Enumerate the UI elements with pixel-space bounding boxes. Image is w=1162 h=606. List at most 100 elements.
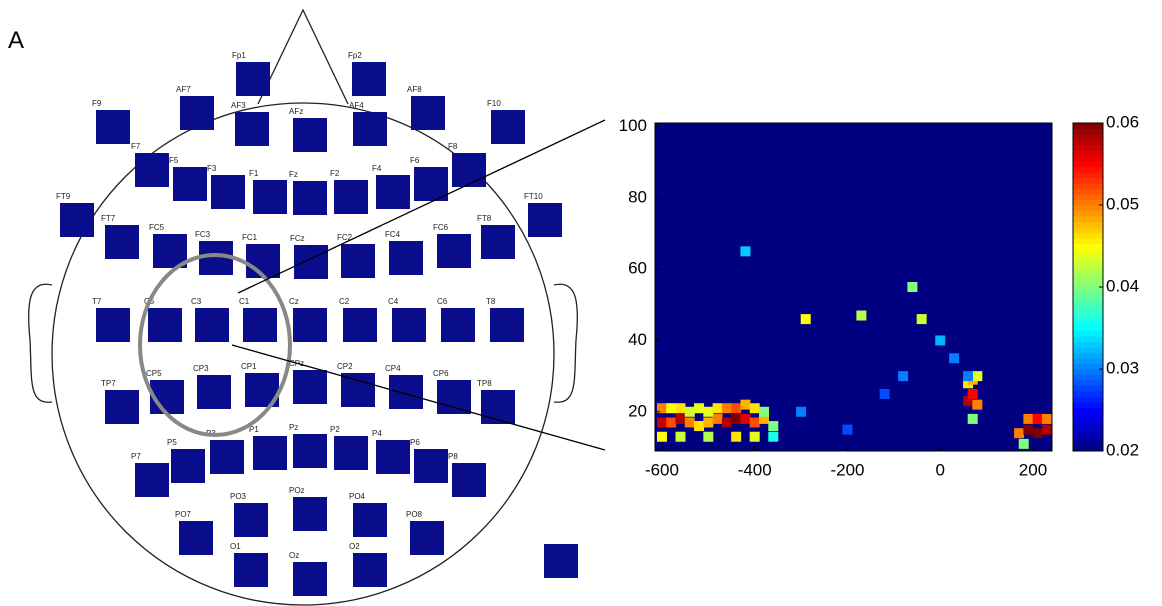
electrode-label: F7	[131, 142, 141, 151]
heatmap-cell	[703, 417, 713, 427]
electrode	[135, 463, 169, 497]
electrode	[293, 562, 327, 596]
colorbar-segment	[1073, 172, 1103, 178]
colorbar-segment	[1073, 298, 1103, 304]
colorbar-segment	[1073, 320, 1103, 326]
heatmap-cell	[722, 403, 732, 413]
y-tick-label: 40	[628, 330, 647, 349]
heatmap-cell	[796, 407, 806, 417]
colorbar-segment	[1073, 254, 1103, 260]
electrode-label: C2	[339, 297, 350, 306]
colorbar-segment	[1073, 243, 1103, 249]
electrode-label: C3	[191, 297, 202, 306]
colorbar-segment	[1073, 440, 1103, 446]
heatmap-cell	[968, 414, 978, 424]
colorbar-tick-label: 0.05	[1106, 194, 1139, 213]
electrode	[60, 203, 94, 237]
electrode-label: Fz	[289, 170, 298, 179]
electrode-label: Cz	[289, 297, 299, 306]
electrode-label: T7	[92, 297, 102, 306]
electrode	[491, 110, 525, 144]
right-ear	[554, 284, 577, 402]
colorbar-segment	[1073, 205, 1103, 211]
electrode	[293, 308, 327, 342]
electrode-label: F6	[410, 156, 420, 165]
electrode-label: C4	[388, 297, 399, 306]
heatmap-cell	[898, 371, 908, 381]
electrode	[179, 521, 213, 555]
colorbar-segment	[1073, 123, 1103, 129]
electrode-label: Fp1	[232, 51, 246, 60]
heatmap-cell	[731, 414, 741, 424]
figure: A Fp1Fp2F9AF7AF3AFzAF4AF8F10F7F5F3F1FzF2…	[0, 0, 1162, 606]
x-tick-label: -600	[645, 460, 679, 479]
heatmap-cell	[768, 421, 778, 431]
electrode-label: PO7	[175, 510, 192, 519]
heatmap-cell	[768, 432, 778, 442]
colorbar-segment	[1073, 314, 1103, 320]
heatmap-cell	[935, 335, 945, 345]
electrode	[96, 110, 130, 144]
electrode-label: CP1	[241, 362, 257, 371]
extra-square	[544, 544, 578, 578]
electrode-label: PO4	[349, 492, 366, 501]
electrode	[353, 112, 387, 146]
colorbar-segment	[1073, 189, 1103, 195]
colorbar-segment	[1073, 325, 1103, 331]
electrode	[414, 449, 448, 483]
colorbar-segment	[1073, 336, 1103, 342]
nose	[258, 10, 348, 104]
electrode	[334, 436, 368, 470]
electrode-label: F3	[207, 164, 217, 173]
colorbar-segment	[1073, 364, 1103, 370]
electrode	[452, 463, 486, 497]
electrode-label: CP6	[433, 369, 449, 378]
heatmap-cell	[657, 417, 667, 427]
heatmap-cell	[740, 400, 750, 410]
electrode	[105, 225, 139, 259]
electrode	[481, 225, 515, 259]
electrode-label: TP7	[101, 379, 116, 388]
heatmap-cell	[917, 314, 927, 324]
colorbar-segment	[1073, 303, 1103, 309]
electrode	[211, 175, 245, 209]
colorbar-segment	[1073, 435, 1103, 441]
electrode-label: P7	[131, 452, 141, 461]
electrode	[353, 553, 387, 587]
x-tick-label: -400	[738, 460, 772, 479]
electrode-label: C1	[239, 297, 250, 306]
heatmap-cell	[801, 314, 811, 324]
electrode	[210, 440, 244, 474]
colorbar-segment	[1073, 271, 1103, 277]
colorbar-tick-label: 0.04	[1106, 276, 1139, 295]
electrode	[234, 553, 268, 587]
heatmap-cell	[1033, 414, 1043, 424]
colorbar-segment	[1073, 282, 1103, 288]
x-tick-label: 200	[1019, 460, 1047, 479]
electrode	[135, 153, 169, 187]
electrode	[195, 308, 229, 342]
electrode	[392, 308, 426, 342]
electrode	[341, 373, 375, 407]
colorbar-segment	[1073, 156, 1103, 162]
electrode-label: P6	[410, 438, 420, 447]
heatmap-cell	[666, 403, 676, 413]
colorbar-segment	[1073, 353, 1103, 359]
colorbar-segment	[1073, 232, 1103, 238]
electrode-label: F2	[330, 169, 340, 178]
colorbar-segment	[1073, 178, 1103, 184]
electrode-label: FC6	[433, 223, 449, 232]
colorbar-segment	[1073, 276, 1103, 282]
electrode	[253, 436, 287, 470]
electrode	[96, 308, 130, 342]
heatmap-cell	[731, 403, 741, 413]
colorbar-segment	[1073, 139, 1103, 145]
electrode	[441, 308, 475, 342]
colorbar-segment	[1073, 145, 1103, 151]
heatmap-cell	[657, 432, 667, 442]
electrode-label: P8	[448, 452, 458, 461]
electrode	[528, 203, 562, 237]
heatmap-cell	[1019, 439, 1029, 449]
heatmap-cell	[1033, 428, 1043, 438]
